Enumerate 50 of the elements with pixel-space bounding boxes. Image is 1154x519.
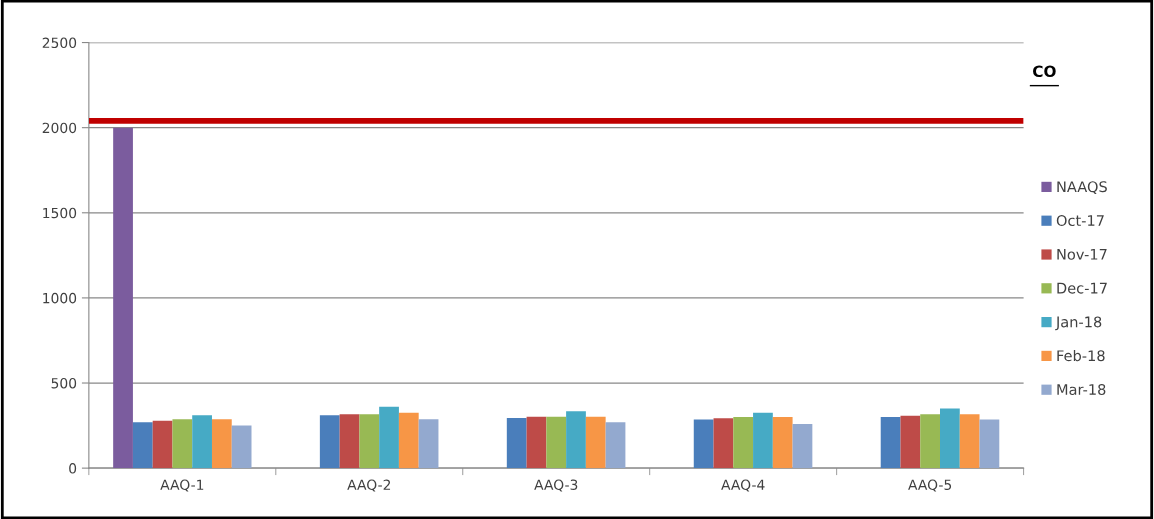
x-tick-label: AAQ-3 [534, 479, 578, 492]
bar [172, 419, 193, 469]
x-tick-label: AAQ-4 [721, 479, 765, 492]
bar [900, 415, 921, 469]
bar [339, 414, 360, 469]
text: CO [1033, 65, 1056, 78]
x-tick-label: AAQ-5 [908, 479, 952, 492]
y-tick-label: 0 [69, 463, 77, 474]
bar [585, 416, 606, 469]
bar [605, 422, 626, 469]
legend-label: Mar-18 [1057, 384, 1106, 396]
bar [398, 412, 419, 469]
bar [566, 411, 586, 469]
y-tick-label: 1000 [43, 292, 77, 304]
bar [920, 414, 941, 469]
y-tick-label: 500 [51, 377, 77, 389]
bar [959, 414, 980, 469]
bar [319, 415, 340, 469]
bar [753, 412, 773, 469]
bar [940, 408, 960, 469]
y-tick-label: 2000 [42, 122, 77, 134]
bar [526, 416, 547, 469]
legend-label: Feb-18 [1057, 349, 1105, 362]
legend-label: Nov-17 [1057, 248, 1107, 260]
bar [772, 417, 793, 469]
bar [506, 417, 527, 469]
bar [792, 424, 813, 469]
bar [418, 419, 439, 469]
legend-label: Jan-18 [1055, 316, 1102, 331]
bar [211, 419, 232, 469]
bar [132, 422, 153, 469]
bar [733, 417, 754, 469]
bar [359, 414, 380, 469]
bar [192, 415, 212, 469]
x-tick-label: AAQ-1 [160, 479, 204, 492]
bar [231, 425, 252, 469]
legend-label: Dec-17 [1057, 282, 1107, 294]
bar [379, 406, 399, 469]
bar [979, 419, 1000, 469]
bar [693, 419, 714, 469]
y-tick-label: 2500 [42, 37, 77, 49]
y-tick-label: 1500 [43, 207, 77, 219]
legend-label: NAAQS [1057, 181, 1107, 194]
x-tick-label: AAQ-2 [347, 479, 391, 492]
bar [152, 420, 173, 469]
legend-label: Oct-17 [1056, 214, 1104, 227]
bar [113, 127, 133, 469]
bar [546, 416, 567, 469]
bar [880, 417, 901, 469]
bar [713, 418, 734, 469]
